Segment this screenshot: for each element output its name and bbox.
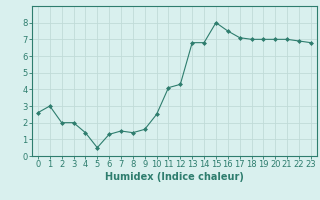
X-axis label: Humidex (Indice chaleur): Humidex (Indice chaleur) [105, 172, 244, 182]
